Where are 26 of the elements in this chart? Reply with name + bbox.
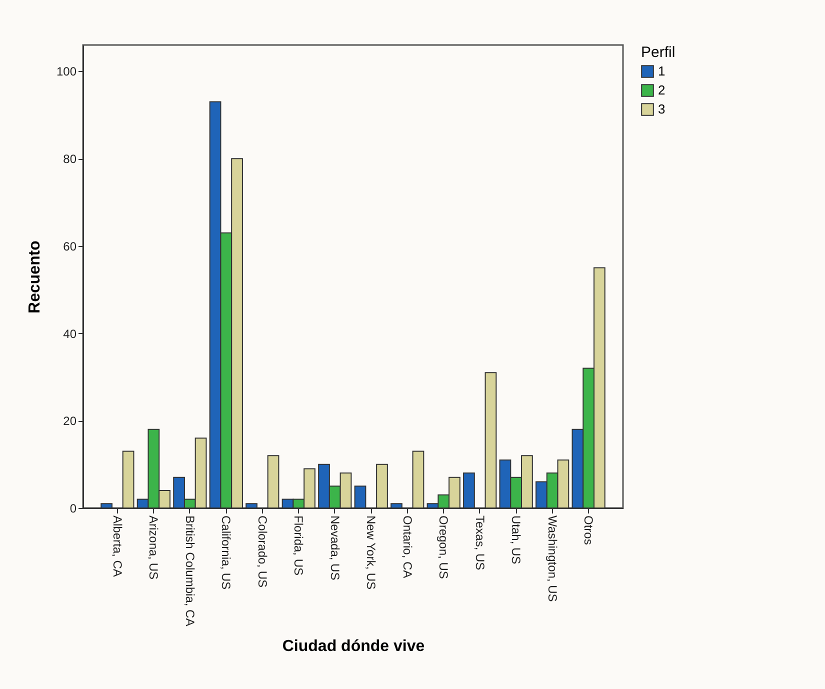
x-tick-label: Otros [582, 516, 596, 545]
x-axis-title: Ciudad dónde vive [282, 638, 425, 656]
y-tick-label: 20 [63, 414, 77, 428]
legend-label: 1 [658, 64, 666, 78]
x-tick-label: Nevada, US [328, 516, 342, 580]
x-tick-label: Oregon, US [436, 516, 451, 579]
x-tick-label: Utah, US [509, 516, 524, 564]
y-axis-title: Recuento [26, 240, 44, 314]
y-tick-label: 100 [56, 64, 77, 79]
x-tick-label: Florida, US [292, 516, 306, 576]
legend-label: 2 [658, 82, 666, 98]
x-tick-label: Washington, US [545, 516, 560, 602]
y-tick-label: 40 [63, 326, 77, 341]
x-tick-label: Colorado, US [255, 516, 270, 588]
y-tick-label: 60 [63, 239, 77, 254]
y-tick-label: 0 [70, 502, 77, 516]
x-tick-label: Texas, US [472, 516, 487, 570]
legend-label: 3 [658, 102, 666, 116]
x-tick-label: New York, US [364, 516, 378, 590]
x-tick-label: California, US [219, 516, 234, 590]
x-tick-label: Ontario, CA [400, 516, 414, 578]
legend-title: Perfil [641, 44, 676, 61]
y-tick-label: 80 [63, 152, 77, 166]
x-tick-label: British Columbia, CA [182, 516, 197, 626]
x-tick-label: Alberta, CA [110, 516, 124, 577]
x-tick-label: Arizona, US [146, 516, 161, 580]
